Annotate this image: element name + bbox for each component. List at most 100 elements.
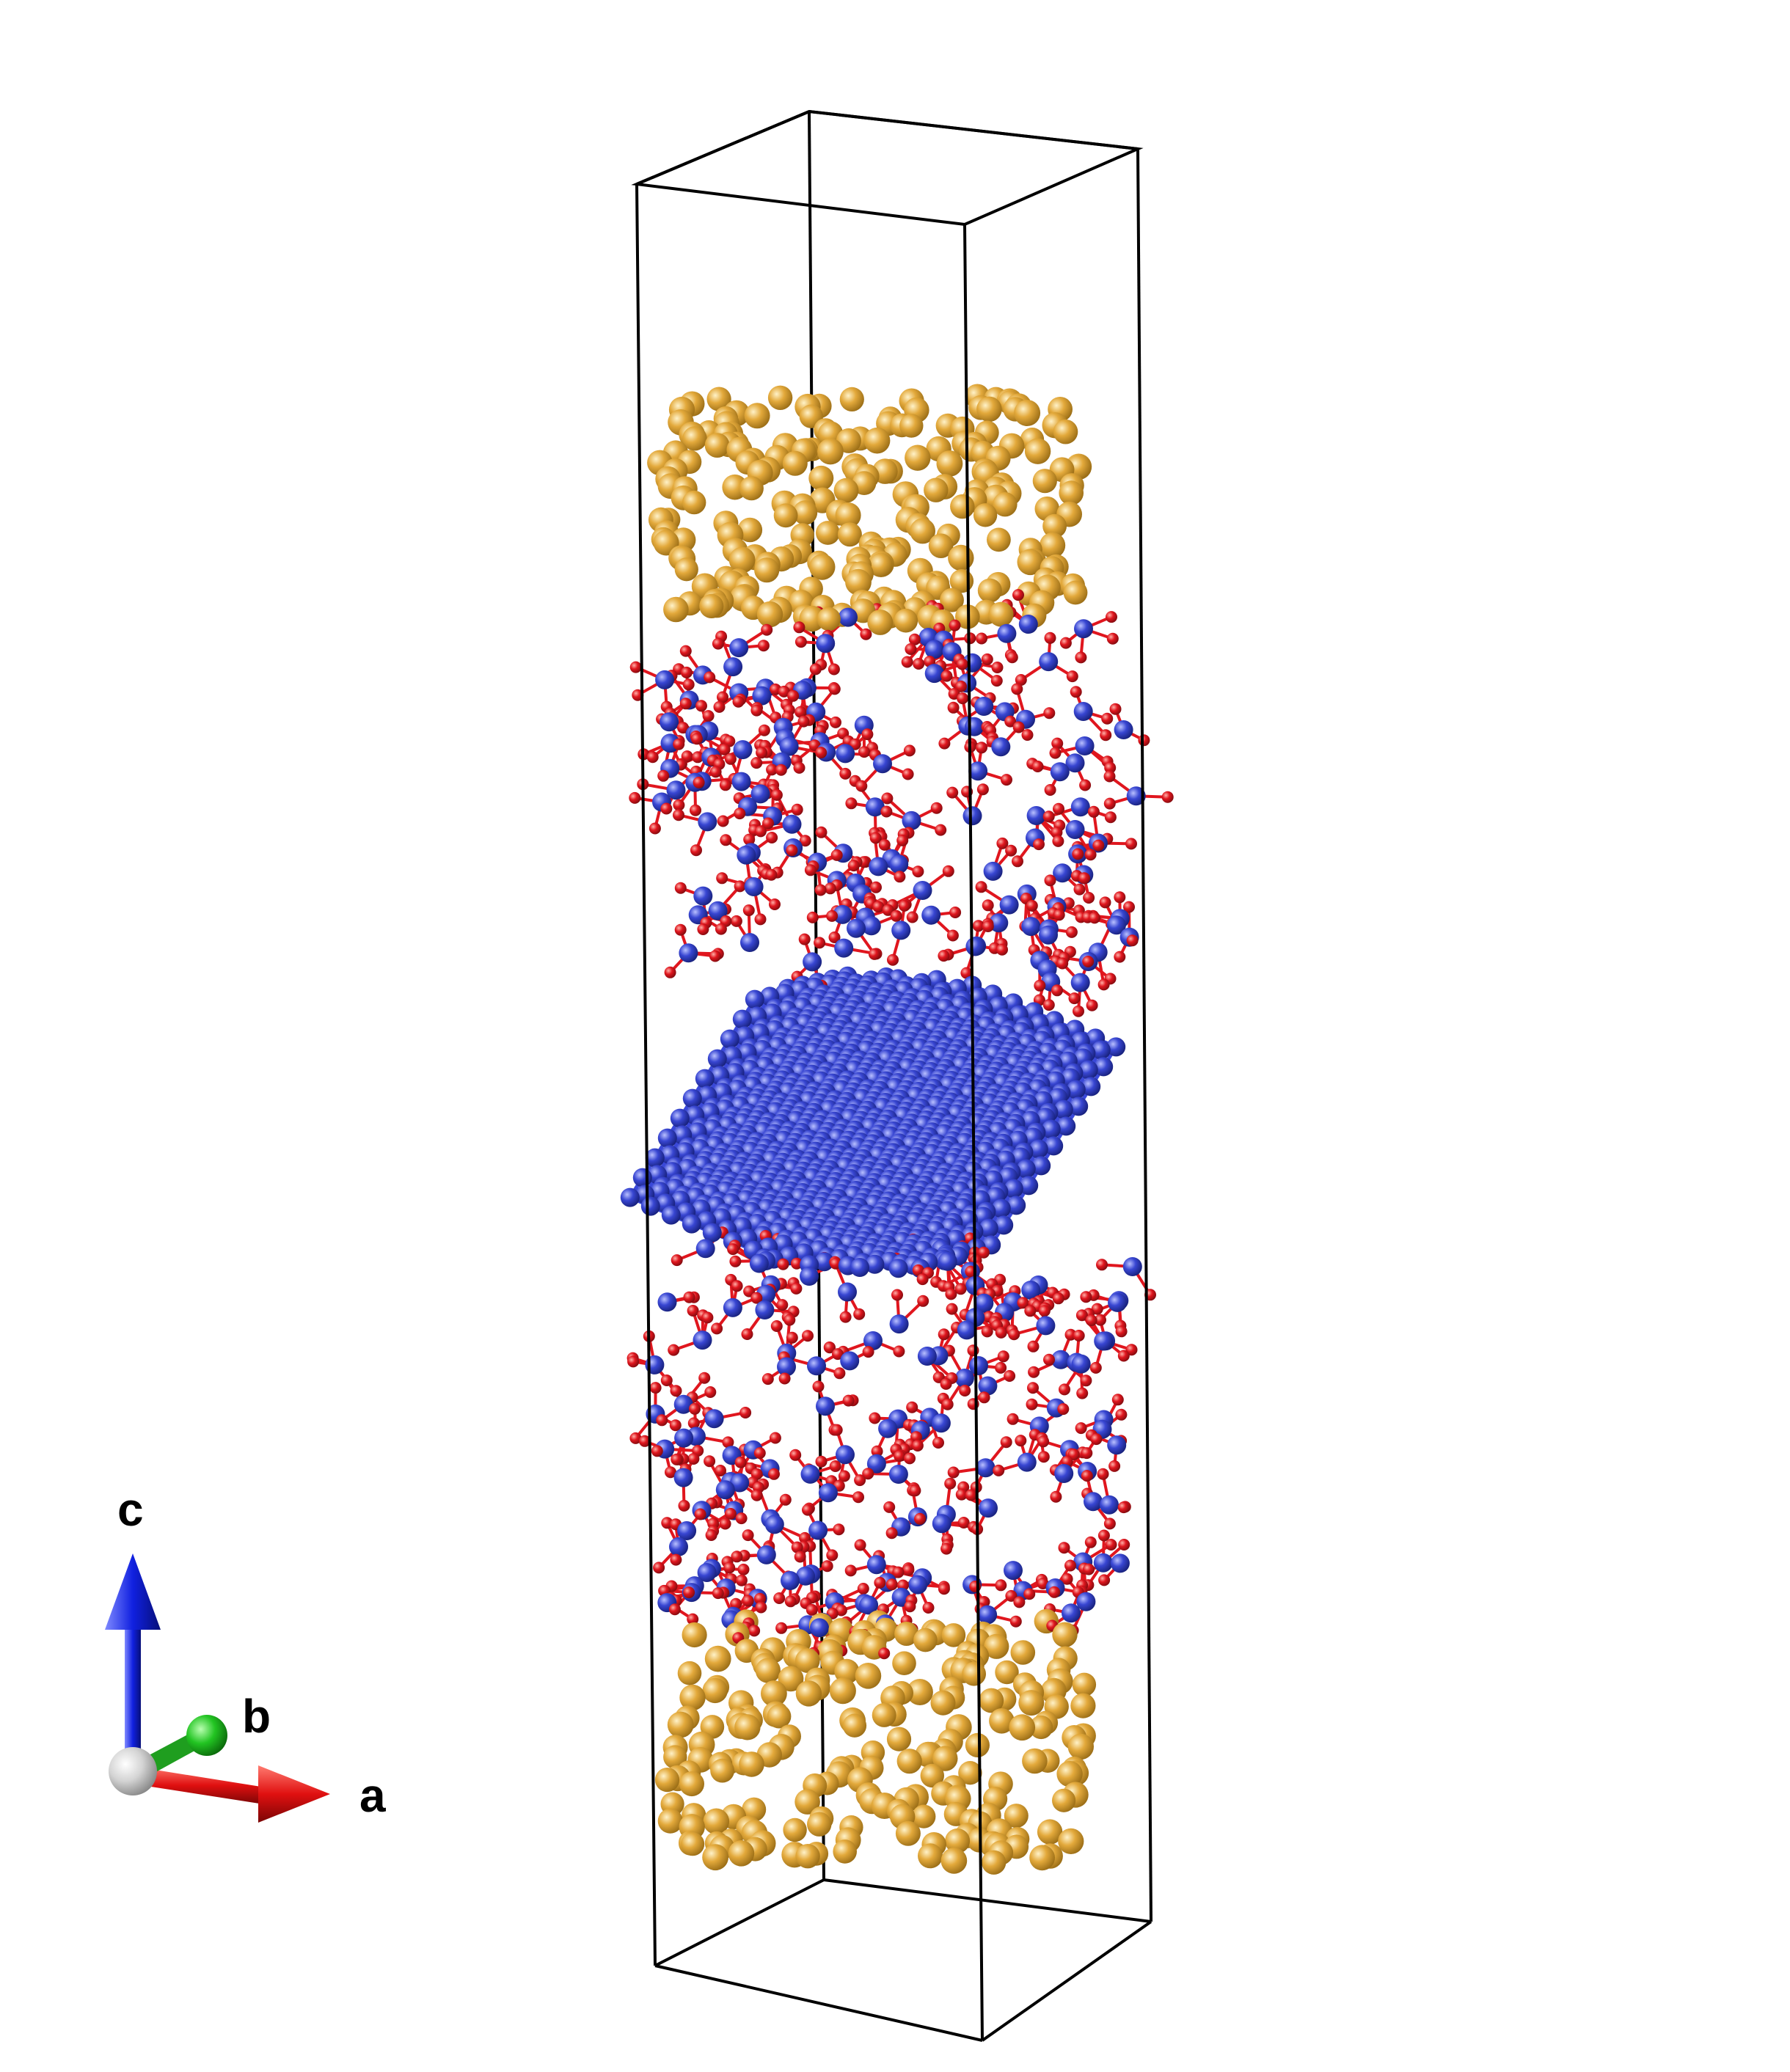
oxygen-atom [1138, 734, 1150, 747]
lattice-atom [682, 1088, 702, 1108]
oxygen-atom [1075, 651, 1087, 664]
oxygen-atom [1042, 810, 1055, 823]
gold-atom [948, 544, 974, 571]
cation-atom [1075, 736, 1095, 755]
oxygen-atom [1065, 926, 1078, 938]
cation-atom [974, 697, 994, 716]
gold-atom [728, 546, 756, 574]
oxygen-atom [660, 802, 673, 815]
lattice-atom [732, 1009, 752, 1029]
gold-atom [1042, 513, 1067, 538]
oxygen-atom [845, 797, 858, 810]
oxygen-atom [830, 716, 841, 728]
gold-atom [837, 522, 862, 547]
oxygen-atom [743, 833, 756, 846]
gold-atom [1059, 480, 1084, 505]
gold-atom [1063, 580, 1088, 605]
cation-atom [869, 857, 888, 876]
oxygen-atom [990, 675, 1003, 687]
oxygen-atom [718, 743, 731, 755]
oxygen-atom [1012, 721, 1025, 733]
oxygen-atom [869, 832, 882, 844]
gold-atom [1024, 438, 1051, 464]
oxygen-atom [1052, 835, 1064, 847]
oxygen-atom [815, 826, 828, 838]
cation-atom [1039, 925, 1058, 945]
cation-atom [1065, 820, 1085, 839]
oxygen-atom [1051, 827, 1063, 838]
gold-atom [894, 608, 918, 633]
cation-atom [816, 634, 836, 654]
cation-atom [865, 797, 885, 817]
cation-atom [861, 916, 881, 936]
gold-atom [835, 502, 861, 528]
oxygen-atom [1114, 951, 1126, 963]
oxygen-atom [982, 920, 994, 932]
oxygen-atom [814, 884, 827, 896]
oxygen-atom [775, 764, 787, 776]
cation-atom [740, 933, 759, 952]
oxygen-atom [674, 923, 687, 936]
oxygen-atom [766, 832, 778, 843]
gold-atom [973, 503, 998, 527]
oxygen-atom [1109, 703, 1122, 715]
oxygen-atom [976, 632, 987, 645]
oxygen-atom [957, 692, 969, 705]
oxygen-atom [734, 880, 746, 893]
gold-atom [863, 427, 891, 454]
lattice-atom [1094, 1057, 1114, 1077]
cation-atom [779, 736, 799, 756]
oxygen-atom [955, 680, 967, 692]
oxygen-atom [682, 678, 695, 691]
oxygen-atom [717, 815, 729, 827]
oxygen-atom [770, 788, 783, 801]
cation-atom [913, 881, 932, 900]
oxygen-atom [766, 764, 778, 776]
oxygen-atom [679, 698, 692, 710]
gold-atom [799, 605, 825, 632]
oxygen-atom [860, 628, 872, 640]
oxygen-atom [912, 865, 924, 878]
oxygen-atom [887, 953, 899, 966]
cation-atom [752, 686, 772, 706]
gold-atom [1017, 549, 1044, 576]
gold-atom [699, 593, 724, 619]
gold-atom [936, 450, 963, 477]
cation-atom [1050, 762, 1070, 782]
oxygen-atom [695, 700, 707, 712]
oxygen-atom [716, 872, 728, 885]
oxygen-atom [1068, 992, 1081, 1005]
oxygen-atom [709, 950, 721, 962]
cation-atom [921, 905, 941, 925]
oxygen-atom [786, 844, 798, 857]
gold-atom [809, 554, 836, 580]
oxygen-atom [1021, 729, 1034, 741]
oxygen-atom [839, 767, 852, 780]
gold-atom [682, 426, 707, 451]
oxygen-atom [715, 923, 727, 935]
oxygen-atom [1044, 632, 1056, 644]
oxygen-atom [793, 761, 806, 774]
gold-atom [940, 587, 964, 612]
oxygen-atom [1123, 901, 1135, 913]
oxygen-atom [880, 805, 893, 818]
gold-atom [767, 385, 793, 410]
cation-atom [962, 806, 982, 826]
gold-atom [839, 387, 864, 412]
oxygen-atom [1078, 872, 1090, 885]
oxygen-atom [1033, 838, 1045, 851]
oxygen-atom [896, 834, 909, 846]
oxygen-atom [940, 670, 953, 682]
cation-atom [924, 664, 944, 684]
lattice-atom [1106, 1037, 1126, 1057]
cation-atom [1070, 973, 1090, 992]
oxygen-atom [894, 871, 906, 883]
oxygen-atom [869, 948, 880, 960]
oxygen-atom [996, 837, 1009, 849]
oxygen-atom [1089, 912, 1100, 924]
oxygen-atom [828, 663, 840, 676]
oxygen-atom [1073, 1005, 1084, 1017]
cation-atom [836, 744, 855, 764]
oxygen-atom [1043, 707, 1056, 720]
cation-atom [1021, 917, 1041, 937]
